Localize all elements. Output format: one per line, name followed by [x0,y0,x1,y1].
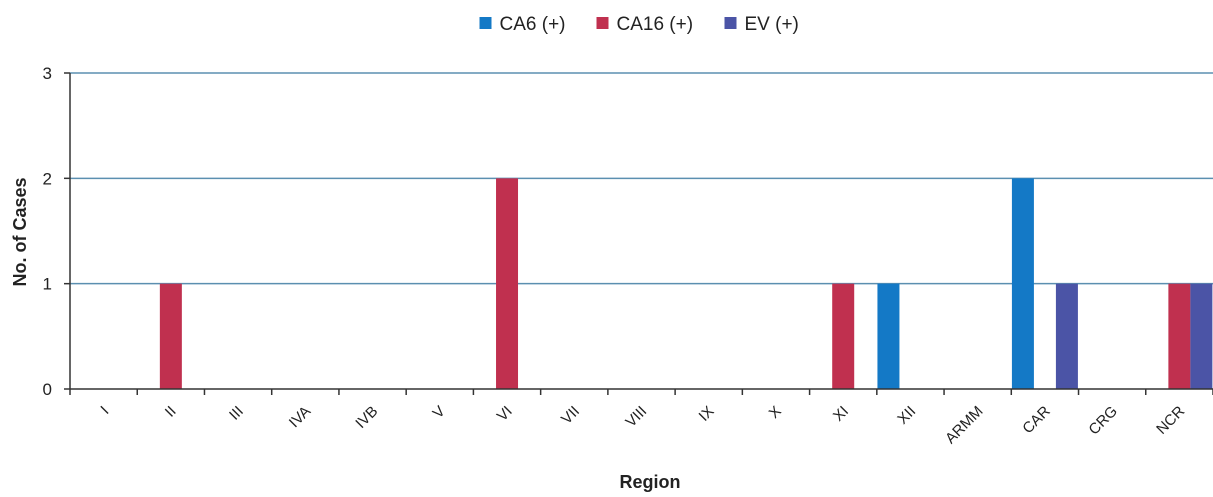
x-tick-label-viii: VIII [622,403,650,431]
legend-item-ca6: CA6 (+) [480,14,566,35]
bar-ca6-xii [877,284,899,389]
x-tick-label-crg: CRG [1085,403,1121,439]
y-tick-label-3: 3 [43,64,52,83]
legend: CA6 (+) CA16 (+) EV (+) [480,14,799,35]
legend-swatch-ev [725,17,737,29]
x-tick-label-x: X [766,403,785,422]
x-tick-label-iii: III [226,403,247,424]
x-tick-label-iva: IVA [286,403,314,431]
x-tick-label-xii: XII [894,403,919,428]
x-tick-label-vi: VI [494,403,516,425]
legend-swatch-ca16 [597,17,609,29]
bar-ca16-ncr [1168,284,1190,389]
axes [64,73,1213,395]
x-tick-label-ix: IX [696,403,718,425]
y-tick-label-0: 0 [43,380,52,399]
x-tick-label-armm: ARMM [942,403,986,447]
bar-ca16-ii [160,284,182,389]
bar-ca16-xi [832,284,854,389]
x-tick-label-i: I [97,403,112,418]
y-axis-title: No. of Cases [10,177,30,286]
x-tick-label-ii: II [162,403,180,421]
x-tick-label-ivb: IVB [352,403,381,432]
legend-label-ca16: CA16 (+) [617,14,694,35]
x-tick-label-ncr: NCR [1153,403,1188,438]
legend-label-ca6: CA6 (+) [500,14,566,35]
y-tick-label-2: 2 [43,169,52,188]
bar-ev-car [1056,284,1078,389]
legend-item-ca16: CA16 (+) [597,14,694,35]
legend-label-ev: EV (+) [745,14,799,35]
x-tick-label-xi: XI [830,403,852,425]
bar-ev-ncr [1190,284,1212,389]
legend-item-ev: EV (+) [725,14,799,35]
bar-ca16-vi [496,178,518,389]
y-tick-labels: 0 1 2 3 [43,64,52,399]
grid-lines [70,73,1213,284]
bar-ca6-car [1012,178,1034,389]
x-tick-label-vii: VII [558,403,583,428]
x-tick-label-car: CAR [1019,403,1054,438]
legend-swatch-ca6 [480,17,492,29]
x-axis-title: Region [620,472,681,492]
x-tick-labels: I II III IVA IVB V VI VII VIII IX X XI XII ARMM CAR CRG… [97,403,1188,448]
x-tick-label-v: V [430,403,449,422]
y-tick-label-1: 1 [43,275,52,294]
